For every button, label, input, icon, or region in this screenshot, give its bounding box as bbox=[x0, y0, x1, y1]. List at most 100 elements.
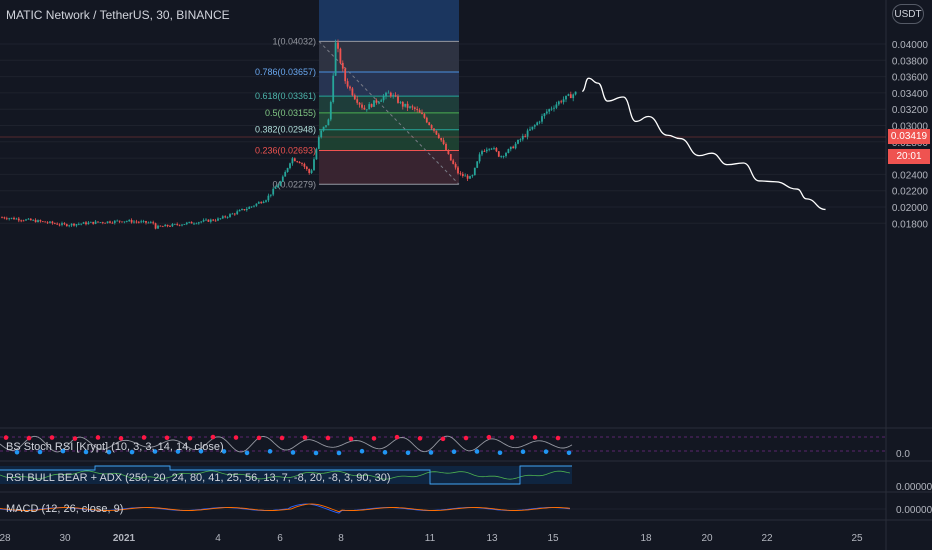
candle-body bbox=[269, 194, 272, 196]
candle-body bbox=[121, 221, 123, 223]
candle-body bbox=[459, 173, 462, 175]
candle-body bbox=[361, 104, 363, 108]
candle-body bbox=[133, 221, 135, 223]
candle-body bbox=[113, 220, 116, 223]
fib-level-label: 0.786(0.03657) bbox=[255, 67, 316, 77]
y-tick-label: 0.03000 bbox=[892, 122, 929, 133]
candle-body bbox=[161, 226, 164, 228]
x-tick-label: 22 bbox=[761, 533, 773, 544]
candle-body bbox=[3, 217, 6, 219]
candle-body bbox=[171, 224, 174, 227]
candle-body bbox=[200, 221, 203, 223]
x-tick-label: 6 bbox=[277, 533, 283, 544]
candle-body bbox=[548, 109, 551, 112]
candle-body bbox=[164, 224, 167, 227]
candle-body bbox=[29, 218, 32, 221]
candle-body bbox=[567, 94, 570, 96]
x-tick-label: 18 bbox=[640, 533, 652, 544]
stoch-overbought-dot bbox=[532, 435, 538, 440]
candle-body bbox=[190, 221, 193, 224]
candle-body bbox=[73, 223, 75, 226]
candle-body bbox=[442, 140, 445, 144]
candle-body bbox=[104, 222, 107, 224]
candle-body bbox=[15, 218, 18, 220]
stoch-overbought-dot bbox=[49, 435, 55, 440]
x-tick-label: 25 bbox=[851, 533, 863, 544]
candle-body bbox=[140, 221, 143, 223]
fib-level-label: 1(0.04032) bbox=[272, 36, 316, 46]
candle-body bbox=[169, 226, 171, 227]
macd-indicator-label[interactable]: MACD (12, 26, close, 9) bbox=[6, 503, 124, 515]
currency-button[interactable]: USDT bbox=[892, 4, 924, 24]
candle-body bbox=[49, 221, 51, 223]
candle-body bbox=[8, 218, 11, 220]
candle-body bbox=[123, 221, 126, 223]
candle-body bbox=[37, 220, 39, 223]
candle-body bbox=[380, 100, 383, 102]
candle-body bbox=[68, 225, 71, 227]
stoch-oversold-dot bbox=[566, 450, 572, 456]
fib-level-label: 0.236(0.02693) bbox=[255, 146, 316, 156]
stoch-oversold-dot bbox=[83, 449, 89, 455]
stoch-oversold-dot bbox=[520, 449, 526, 455]
candle-body bbox=[502, 156, 505, 157]
candle-body bbox=[519, 139, 522, 141]
candle-body bbox=[476, 161, 479, 168]
candle-body bbox=[238, 210, 241, 212]
candle-body bbox=[399, 101, 402, 103]
candle-body bbox=[65, 224, 68, 227]
candle-body bbox=[5, 218, 8, 220]
candle-body bbox=[533, 125, 536, 127]
candle-body bbox=[493, 148, 495, 149]
candle-body bbox=[313, 159, 315, 171]
x-tick-label: 11 bbox=[425, 533, 436, 544]
stoch-overbought-dot bbox=[279, 435, 285, 441]
stoch-overbought-dot bbox=[394, 434, 400, 440]
candle-body bbox=[56, 223, 59, 225]
candle-body bbox=[284, 171, 287, 177]
candle-body bbox=[135, 221, 138, 223]
stoch-oversold-dot bbox=[37, 449, 43, 455]
candle-body bbox=[260, 202, 263, 204]
fib-level-label: 0.618(0.03361) bbox=[255, 91, 316, 101]
candle-body bbox=[267, 195, 270, 201]
candle-body bbox=[430, 125, 433, 129]
candle-body bbox=[41, 221, 44, 223]
candle-body bbox=[32, 219, 35, 221]
candle-body bbox=[250, 206, 253, 208]
rsi-indicator-label[interactable]: RSI BULL BEAR + ADX (250, 20, 24, 80, 41… bbox=[6, 472, 391, 484]
stoch-overbought-dot bbox=[26, 435, 32, 441]
candle-body bbox=[485, 149, 488, 152]
x-tick-label: 30 bbox=[59, 533, 71, 544]
fib-zone bbox=[319, 71, 459, 97]
candle-body bbox=[521, 135, 524, 140]
fib-zone bbox=[319, 129, 459, 151]
candle-body bbox=[82, 222, 85, 224]
candle-body bbox=[27, 218, 30, 220]
candle-body bbox=[545, 111, 548, 114]
candle-body bbox=[296, 161, 299, 162]
stoch-indicator-label[interactable]: BS Stoch RSI [Krypt] (10, 3, 3, 14, 14, … bbox=[6, 441, 224, 453]
candle-body bbox=[363, 107, 366, 110]
candle-body bbox=[509, 146, 512, 150]
candle-body bbox=[469, 176, 471, 179]
candle-body bbox=[560, 101, 563, 103]
candle-body bbox=[111, 222, 114, 224]
candle-body bbox=[536, 122, 539, 126]
stoch-overbought-dot bbox=[486, 434, 492, 440]
candle-body bbox=[421, 112, 423, 115]
candle-body bbox=[207, 219, 210, 222]
candle-body bbox=[188, 221, 191, 223]
candle-body bbox=[39, 220, 42, 222]
rsi-line bbox=[0, 470, 571, 480]
candle-body bbox=[418, 110, 421, 113]
candle-body bbox=[495, 148, 498, 152]
x-tick-label: 28 bbox=[0, 533, 11, 544]
stoch-oversold-dot bbox=[14, 449, 20, 455]
y-tick-label: 0.03800 bbox=[892, 56, 929, 67]
candle-body bbox=[101, 222, 104, 224]
candle-body bbox=[77, 223, 80, 225]
candle-body bbox=[569, 94, 572, 99]
candle-body bbox=[231, 213, 234, 215]
